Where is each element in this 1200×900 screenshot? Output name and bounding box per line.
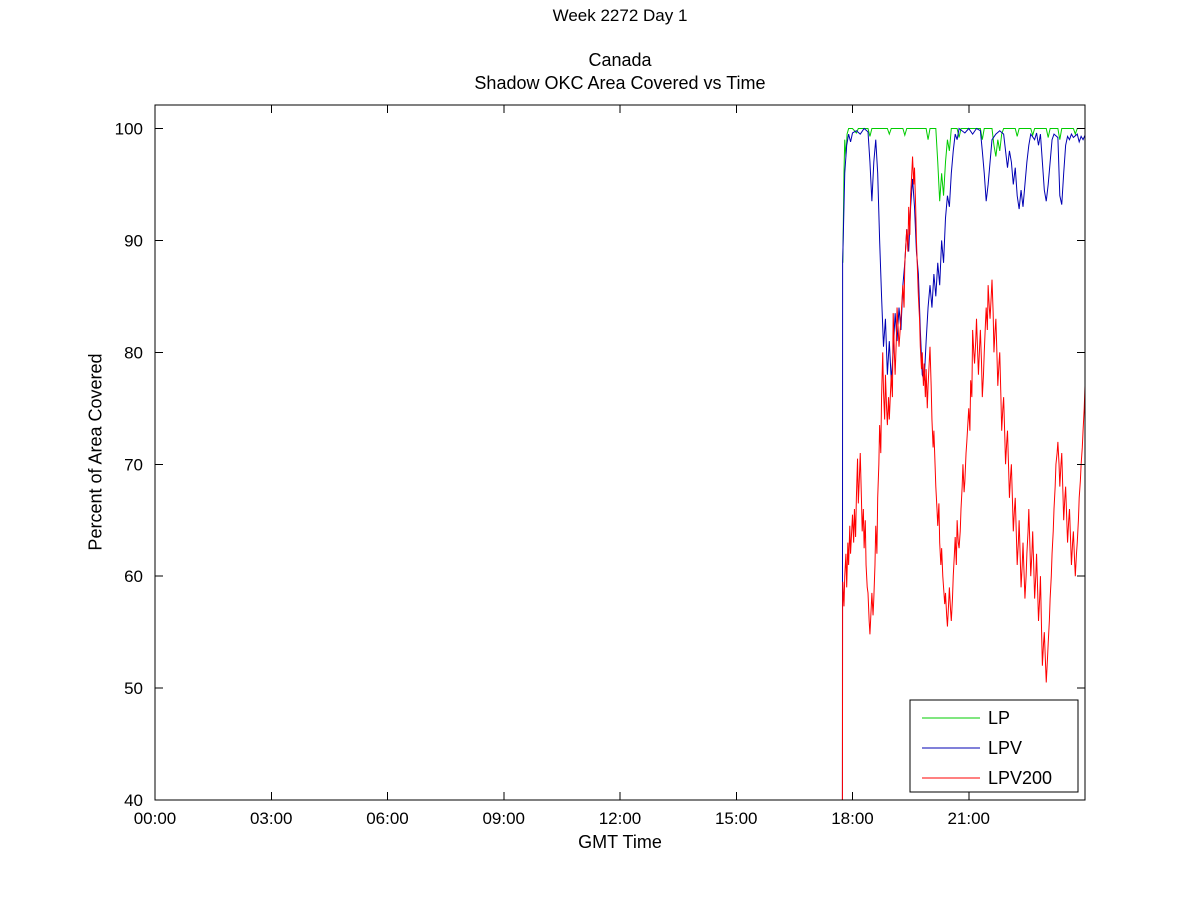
x-tick-label: 15:00 — [715, 809, 758, 828]
series-line-lpv200 — [841, 156, 1085, 800]
x-tick-label: 06:00 — [366, 809, 409, 828]
x-axis-label: GMT Time — [578, 832, 662, 852]
series-line-lp — [842, 128, 1085, 263]
legend-box — [909, 699, 1079, 793]
axes-box — [154, 104, 1086, 801]
series-line-lpv — [841, 127, 1085, 800]
x-tick-label: 09:00 — [482, 809, 525, 828]
y-tick-label: 70 — [124, 455, 143, 474]
ticks — [154, 105, 1085, 801]
y-tick-label: 50 — [124, 679, 143, 698]
legend-label-lpv: LPV — [988, 738, 1022, 758]
y-tick-label: 90 — [124, 231, 143, 250]
chart-title-line2: Shadow OKC Area Covered vs Time — [474, 73, 766, 93]
legend-label-lp: LP — [988, 708, 1010, 728]
legend-label-lpv200: LPV200 — [988, 768, 1052, 788]
series-group — [841, 127, 1085, 800]
y-tick-label: 80 — [124, 343, 143, 362]
y-tick-label: 60 — [124, 567, 143, 586]
super-title: Week 2272 Day 1 — [552, 6, 688, 25]
x-tick-label: 18:00 — [831, 809, 874, 828]
legend: LP LPV LPV200 — [909, 699, 1079, 793]
x-tick-label: 21:00 — [947, 809, 990, 828]
chart-title-line1: Canada — [588, 50, 652, 70]
x-tick-label: 00:00 — [134, 809, 177, 828]
x-tick-label: 03:00 — [250, 809, 293, 828]
x-tick-label: 12:00 — [599, 809, 642, 828]
y-tick-label: 40 — [124, 791, 143, 810]
y-tick-label: 100 — [115, 120, 143, 139]
